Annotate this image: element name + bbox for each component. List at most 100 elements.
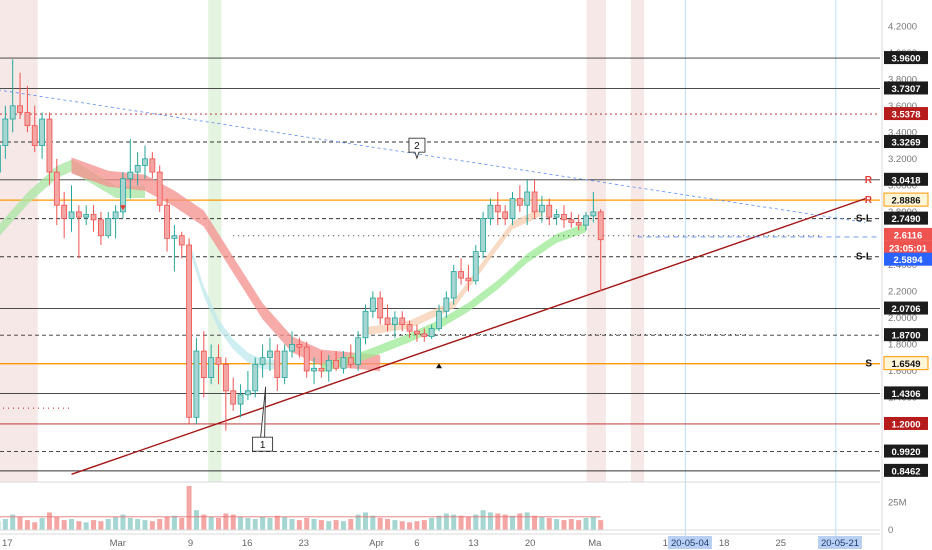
level-label: 0.8462	[891, 466, 920, 477]
volume-bar	[105, 519, 111, 530]
candle-body	[296, 344, 303, 348]
sell-marker	[119, 205, 126, 211]
volume-bar	[61, 520, 67, 530]
time-tick-label: Apr	[369, 538, 384, 549]
volume-bar	[17, 516, 23, 530]
level-label-box	[884, 444, 928, 458]
level-label-box	[884, 416, 928, 430]
price-tick-label: 2.2000	[888, 286, 917, 297]
highlight-band	[630, 0, 645, 482]
candle-body	[24, 112, 31, 127]
price-tag: 2.6116	[894, 230, 923, 241]
volume-bar	[414, 521, 420, 530]
candle-body	[516, 198, 523, 206]
price-tick-label: 3.4000	[888, 127, 917, 138]
candle-body	[494, 204, 501, 213]
volume-bar	[407, 522, 413, 530]
price-tick-label: 2.0000	[888, 313, 917, 324]
candle-body	[458, 271, 464, 279]
candle-body	[333, 359, 340, 369]
volume-bar	[208, 516, 214, 530]
volume-bar	[561, 520, 567, 530]
volume-bar	[311, 519, 317, 530]
candle-body	[31, 125, 38, 146]
candle-body	[436, 310, 442, 329]
volume-bar	[230, 514, 236, 530]
price-tick-label: 3.6000	[888, 101, 917, 112]
green-ribbon-2	[321, 223, 586, 373]
cyan-ribbon	[189, 240, 278, 370]
moving-average-ribbons	[0, 157, 586, 373]
date-badge-box	[818, 536, 862, 549]
red-ribbon	[71, 157, 381, 371]
candle-body	[568, 219, 575, 223]
candle-body	[561, 214, 567, 221]
candle-body	[0, 145, 1, 173]
volume-bar	[296, 520, 302, 530]
candle-body	[590, 211, 597, 217]
candle-body	[178, 235, 185, 246]
level-label: 2.7490	[891, 214, 920, 225]
volume-bar	[436, 515, 442, 530]
time-tick-label: 18	[719, 538, 730, 549]
level-label: 1.4306	[891, 389, 920, 400]
volume-bar	[142, 520, 148, 530]
level-label: 3.9600	[891, 54, 920, 65]
candle-body	[399, 317, 406, 325]
candle-body	[274, 350, 281, 378]
candle-body	[171, 235, 178, 239]
volume-bar	[245, 517, 251, 530]
volume-bar	[546, 517, 552, 530]
candle-body	[105, 218, 112, 237]
volume-bar	[517, 513, 523, 530]
candle-body	[193, 350, 200, 418]
time-tick-label: 20	[525, 538, 536, 549]
candle-body	[597, 211, 604, 241]
candle-body	[531, 191, 538, 213]
level-label-box	[884, 386, 928, 400]
candle-body	[156, 171, 163, 206]
peach-ribbon	[365, 207, 542, 336]
annotations: 12	[252, 137, 426, 452]
volume-bar	[502, 514, 508, 530]
volume-bar	[39, 517, 45, 530]
candle-body	[362, 310, 369, 339]
volume-bar	[568, 519, 574, 530]
price-axis: 4.20004.00003.80003.60003.40003.20003.00…	[883, 21, 932, 536]
volume-bars	[0, 486, 880, 531]
candle-body	[186, 244, 193, 418]
volume-bar	[186, 486, 192, 530]
price-tag: 23:05:01	[889, 243, 928, 254]
time-tick-label: 9	[188, 538, 193, 549]
volume-bar	[429, 517, 435, 530]
level-label: 3.3269	[891, 138, 920, 149]
level-label-box	[884, 211, 928, 225]
volume-bar	[451, 514, 457, 530]
level-label-box	[884, 328, 928, 342]
price-tag-box	[884, 227, 932, 241]
level-tag: S-L	[856, 214, 872, 225]
candle-body	[17, 105, 23, 113]
level-label-box	[884, 172, 928, 186]
volume-bar	[164, 516, 170, 530]
candle-body	[406, 324, 413, 332]
volume-bar	[2, 519, 8, 530]
time-tick-label: Ma	[588, 538, 602, 549]
time-tick-label: 25	[775, 538, 786, 549]
candle-body	[252, 363, 259, 392]
candle-body	[414, 330, 420, 335]
annotation-callout: 2	[408, 137, 426, 160]
volume-bar	[333, 520, 339, 530]
volume-bar	[421, 520, 427, 530]
candle-body	[215, 357, 222, 365]
volume-bar	[385, 519, 391, 530]
candle-body	[120, 178, 126, 213]
candle-body	[303, 346, 310, 372]
volume-bar	[201, 514, 207, 530]
price-tag: 2.5894	[893, 255, 923, 266]
candle-body	[259, 357, 266, 365]
candle-body	[134, 165, 141, 173]
candle-body	[112, 211, 119, 219]
candle-body	[149, 158, 156, 173]
